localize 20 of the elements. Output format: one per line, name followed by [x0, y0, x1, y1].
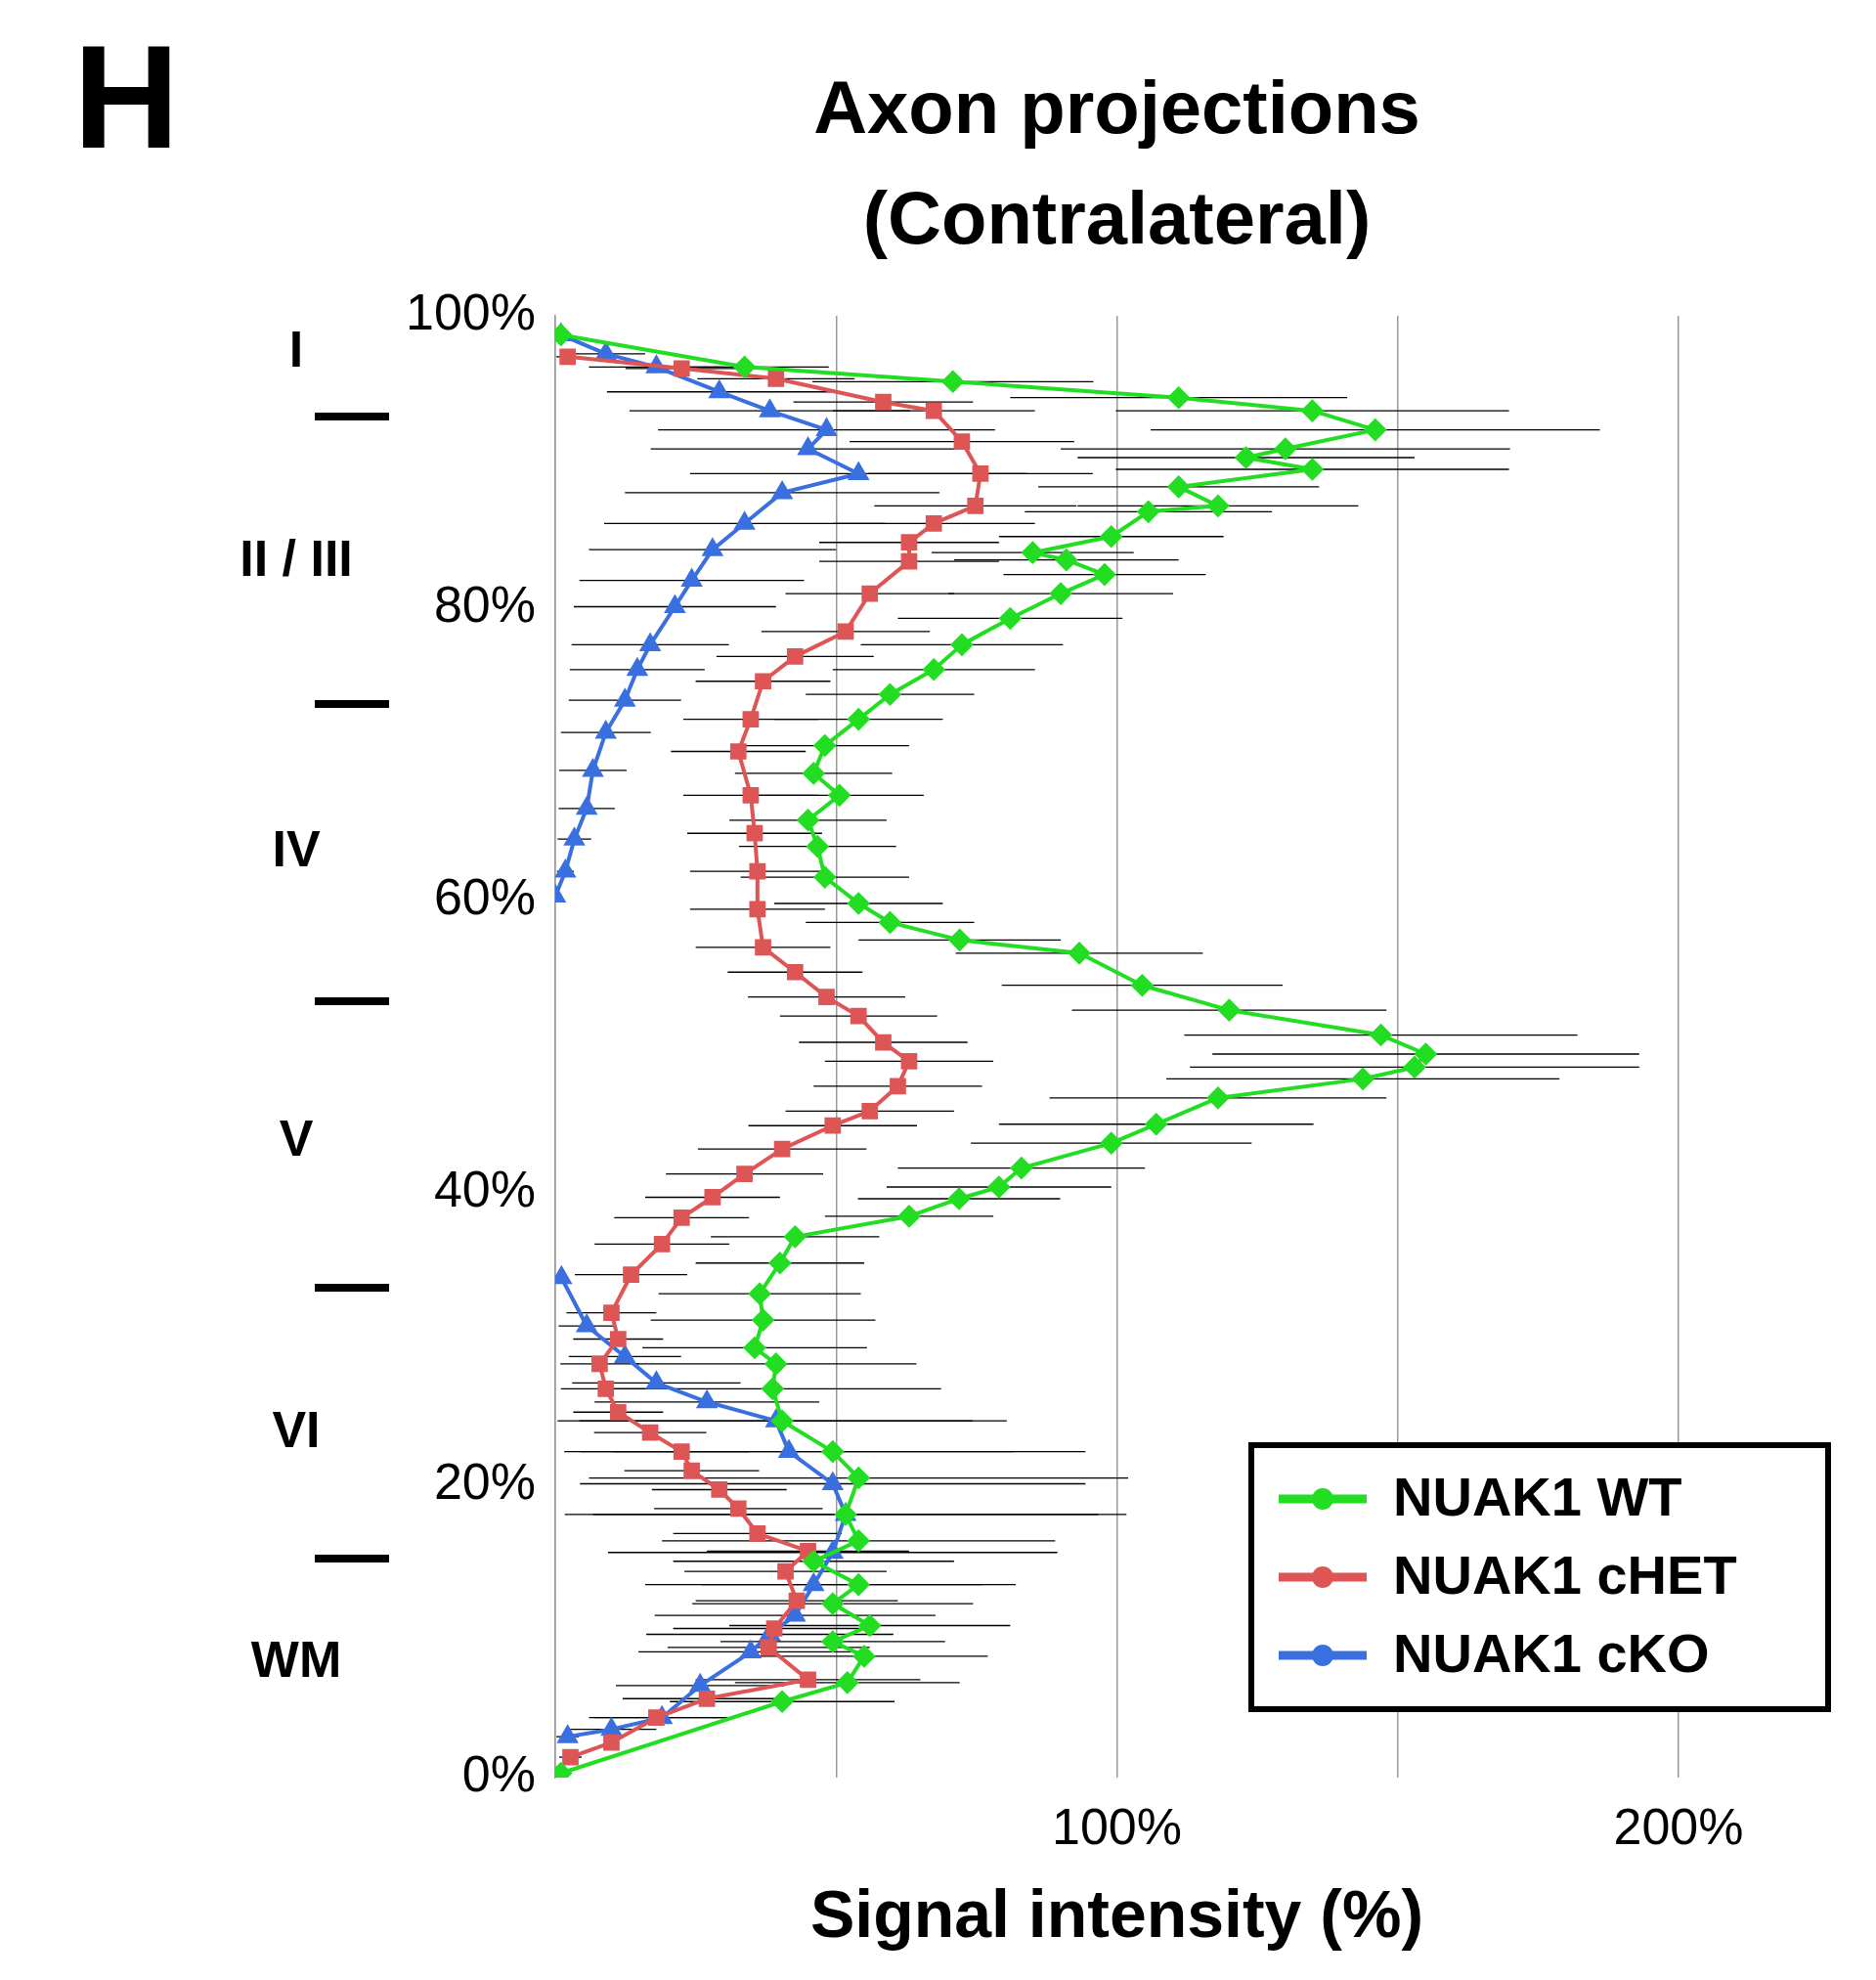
legend-label: NUAK1 WT — [1393, 1466, 1682, 1528]
text: II / III — [240, 530, 353, 588]
text: V — [279, 1110, 314, 1167]
text: I — [288, 321, 304, 378]
text: IV — [272, 820, 321, 878]
y-tick-label: 0% — [461, 1745, 536, 1803]
y-tick-label: 20% — [433, 1453, 536, 1511]
x-axis-title: Signal intensity (%) — [809, 1875, 1424, 1951]
y-tick-label: 100% — [406, 284, 536, 341]
text: WM — [250, 1631, 342, 1689]
text: VI — [272, 1401, 321, 1459]
text: H — [73, 15, 180, 180]
legend-label: NUAK1 cKO — [1393, 1622, 1710, 1685]
y-tick-label: 60% — [433, 868, 536, 926]
chart-subtitle: (Contralateral) — [862, 175, 1372, 259]
x-tick-label: 200% — [1613, 1797, 1744, 1855]
y-tick-label: 40% — [433, 1161, 536, 1218]
y-tick-label: 80% — [433, 576, 536, 634]
chart-title: Axon projections — [813, 65, 1420, 149]
legend-label: NUAK1 cHET — [1393, 1544, 1737, 1606]
